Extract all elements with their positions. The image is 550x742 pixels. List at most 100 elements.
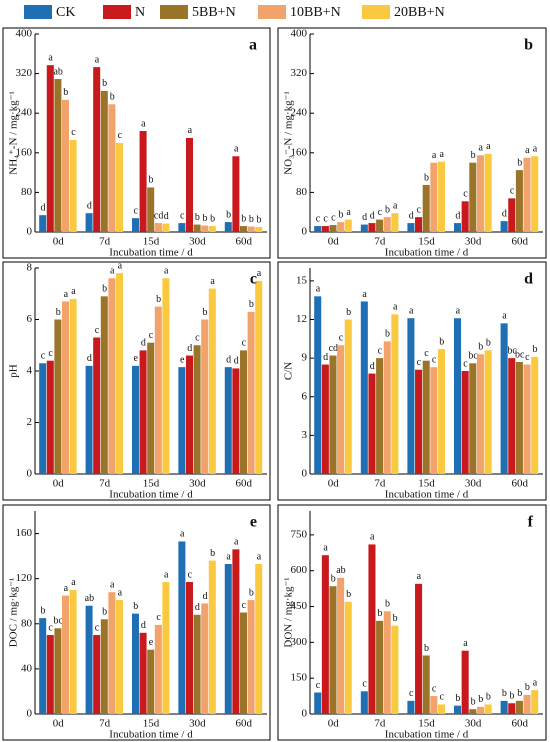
significance-letter: a [164,569,169,580]
bar [453,705,462,714]
bar [461,201,469,232]
bar [85,365,93,474]
y-tick-label: 750 [291,528,308,540]
significance-letter: b [249,214,254,225]
bar [422,655,430,714]
y-axis-title: DOC / mg·kg⁻¹ [8,578,20,648]
significance-letter: d [409,210,414,221]
bar [437,349,446,474]
significance-letter: a [226,551,231,562]
bar [93,337,101,474]
bar [162,278,170,474]
bar [484,153,492,232]
bar [321,364,329,474]
x-tick-label: 0d [328,236,340,248]
bar [239,226,248,232]
bar [178,367,186,474]
significance-letter: b [486,692,491,703]
significance-letter: b [385,204,390,215]
bar [54,628,62,714]
bar [69,589,77,714]
significance-letter: a [110,266,115,277]
significance-letter: b [385,329,390,340]
significance-letter: c [339,333,344,344]
significance-letter: c [362,679,367,690]
x-tick-label: 15d [143,478,160,490]
bar [185,137,193,232]
significance-letter: cd [154,210,163,221]
x-tick-label: 60d [236,478,253,490]
significance-letter: a [141,118,146,129]
bar [208,226,216,232]
bar [531,690,539,714]
bar [360,691,368,714]
bar [224,564,232,714]
bar [422,184,430,232]
x-tick-label: 30d [189,718,206,730]
significance-letter: b [156,294,161,305]
significance-letter: c [118,130,123,141]
legend-swatch [24,5,52,19]
bar [154,223,162,232]
significance-letter: b [510,691,515,702]
significance-letter: b [385,599,390,610]
significance-letter: b [486,338,491,349]
significance-letter: b [393,613,398,624]
bar [69,139,77,232]
x-axis-title: Incubation time / d [385,729,469,741]
y-axis-title: DON / mg·kg⁻¹ [283,577,295,647]
bar [314,226,322,232]
significance-letter: d [141,338,146,349]
bar [116,600,124,714]
significance-letter: b [102,78,107,89]
significance-letter: a [257,551,262,562]
significance-letter: ab [53,66,62,77]
bar [500,221,508,232]
significance-letter: d [40,202,45,213]
significance-letter: a [257,268,262,279]
bar [201,225,209,232]
bar [391,314,399,474]
legend-swatch [103,5,131,19]
bar [523,157,531,232]
bar [344,219,352,232]
x-tick-label: 15d [418,478,435,490]
panel-frame [2,261,271,501]
bar [314,692,322,714]
bar [337,577,345,714]
bar [407,700,415,714]
bar [185,582,193,714]
significance-letter: a [180,529,185,540]
x-axis-title: Incubation time / d [385,489,469,501]
significance-letter: c [432,354,437,365]
y-tick-label: 80 [296,186,308,198]
significance-letter: c [432,683,437,694]
bar [116,142,124,232]
panel-frame [2,27,271,259]
bar [201,603,209,714]
panel-label: f [528,514,534,531]
x-tick-label: 60d [511,718,528,730]
x-tick-label: 0d [53,236,65,248]
y-tick-label: 400 [291,28,308,40]
bar [193,345,201,474]
y-tick-label: 0 [27,708,33,720]
bar [422,360,430,474]
significance-letter: b [249,587,254,598]
bar [376,620,384,714]
bar [383,611,391,714]
bar [523,364,531,474]
significance-letter: a [118,587,123,598]
bar [383,341,391,474]
bar [46,360,54,474]
y-tick-label: 6 [302,390,308,402]
significance-letter: b [110,92,115,103]
y-tick-label: 450 [291,600,308,612]
y-tick-label: 40 [21,662,33,674]
bar [116,273,124,474]
panel-label: e [250,514,257,531]
x-tick-label: 30d [189,478,206,490]
y-tick-label: 240 [16,107,33,119]
legend-swatch [258,5,286,19]
